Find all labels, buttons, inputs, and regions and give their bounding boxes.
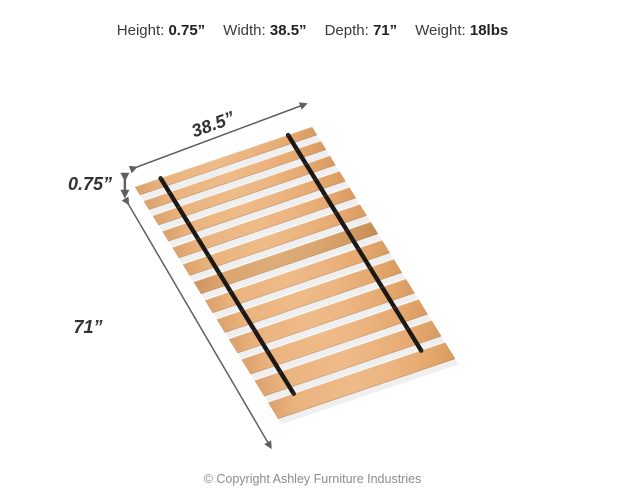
svg-text:0.75”: 0.75” <box>68 174 112 194</box>
svg-text:38.5”: 38.5” <box>189 107 237 141</box>
svg-text:71”: 71” <box>73 317 102 337</box>
